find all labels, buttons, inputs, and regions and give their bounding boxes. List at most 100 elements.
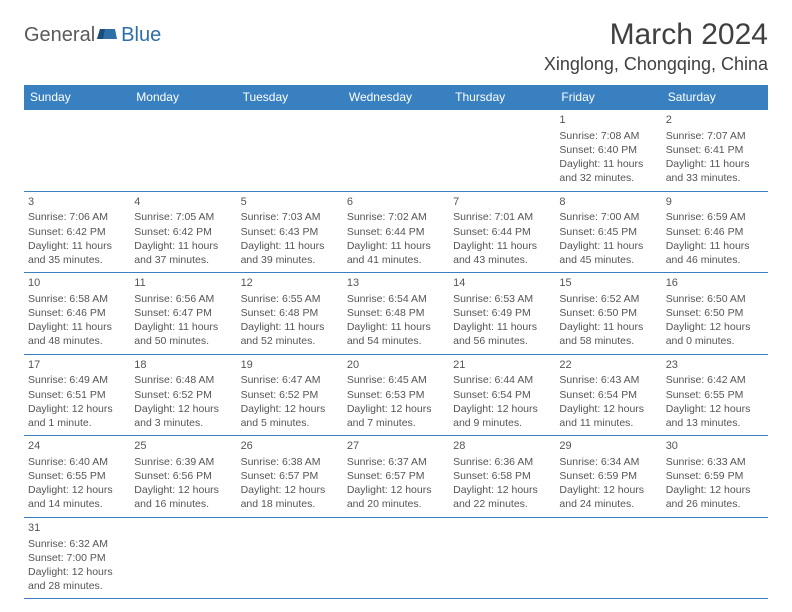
sunrise-line: Sunrise: 6:43 AM [559,373,657,387]
daylight-line: Daylight: 12 hours and 9 minutes. [453,402,551,430]
sunset-line: Sunset: 6:48 PM [241,306,339,320]
sunrise-line: Sunrise: 6:37 AM [347,455,445,469]
calendar-empty-cell [237,517,343,599]
sunrise-line: Sunrise: 6:34 AM [559,455,657,469]
day-number: 18 [134,358,232,373]
day-number: 28 [453,439,551,454]
day-number: 13 [347,276,445,291]
daylight-line: Daylight: 12 hours and 5 minutes. [241,402,339,430]
sunset-line: Sunset: 6:48 PM [347,306,445,320]
sunset-line: Sunset: 6:50 PM [559,306,657,320]
daylight-line: Daylight: 11 hours and 37 minutes. [134,239,232,267]
calendar-table: SundayMondayTuesdayWednesdayThursdayFrid… [24,85,768,599]
weekday-header: Monday [130,85,236,110]
calendar-day-cell: 29Sunrise: 6:34 AMSunset: 6:59 PMDayligh… [555,436,661,518]
day-number: 10 [28,276,126,291]
sunrise-line: Sunrise: 6:45 AM [347,373,445,387]
calendar-empty-cell [130,517,236,599]
day-number: 21 [453,358,551,373]
calendar-day-cell: 14Sunrise: 6:53 AMSunset: 6:49 PMDayligh… [449,273,555,355]
calendar-week-row: 31Sunrise: 6:32 AMSunset: 7:00 PMDayligh… [24,517,768,599]
location: Xinglong, Chongqing, China [544,54,768,75]
sunrise-line: Sunrise: 6:38 AM [241,455,339,469]
calendar-day-cell: 27Sunrise: 6:37 AMSunset: 6:57 PMDayligh… [343,436,449,518]
calendar-week-row: 1Sunrise: 7:08 AMSunset: 6:40 PMDaylight… [24,110,768,192]
daylight-line: Daylight: 12 hours and 16 minutes. [134,483,232,511]
day-number: 27 [347,439,445,454]
calendar-day-cell: 6Sunrise: 7:02 AMSunset: 6:44 PMDaylight… [343,191,449,273]
sunset-line: Sunset: 6:56 PM [134,469,232,483]
sunrise-line: Sunrise: 6:59 AM [666,210,764,224]
calendar-day-cell: 5Sunrise: 7:03 AMSunset: 6:43 PMDaylight… [237,191,343,273]
calendar-day-cell: 16Sunrise: 6:50 AMSunset: 6:50 PMDayligh… [662,273,768,355]
sunset-line: Sunset: 6:54 PM [453,388,551,402]
sunrise-line: Sunrise: 6:48 AM [134,373,232,387]
daylight-line: Daylight: 12 hours and 20 minutes. [347,483,445,511]
sunset-line: Sunset: 7:00 PM [28,551,126,565]
daylight-line: Daylight: 12 hours and 1 minute. [28,402,126,430]
calendar-empty-cell [662,517,768,599]
daylight-line: Daylight: 11 hours and 33 minutes. [666,157,764,185]
calendar-empty-cell [449,110,555,192]
day-number: 5 [241,195,339,210]
calendar-day-cell: 19Sunrise: 6:47 AMSunset: 6:52 PMDayligh… [237,354,343,436]
calendar-day-cell: 25Sunrise: 6:39 AMSunset: 6:56 PMDayligh… [130,436,236,518]
sunset-line: Sunset: 6:41 PM [666,143,764,157]
calendar-day-cell: 8Sunrise: 7:00 AMSunset: 6:45 PMDaylight… [555,191,661,273]
sunset-line: Sunset: 6:44 PM [347,225,445,239]
calendar-day-cell: 17Sunrise: 6:49 AMSunset: 6:51 PMDayligh… [24,354,130,436]
weekday-header: Tuesday [237,85,343,110]
calendar-day-cell: 24Sunrise: 6:40 AMSunset: 6:55 PMDayligh… [24,436,130,518]
day-number: 30 [666,439,764,454]
sunrise-line: Sunrise: 6:49 AM [28,373,126,387]
day-number: 8 [559,195,657,210]
header: General Blue March 2024 Xinglong, Chongq… [24,18,768,75]
calendar-day-cell: 4Sunrise: 7:05 AMSunset: 6:42 PMDaylight… [130,191,236,273]
calendar-empty-cell [343,517,449,599]
daylight-line: Daylight: 12 hours and 22 minutes. [453,483,551,511]
calendar-day-cell: 11Sunrise: 6:56 AMSunset: 6:47 PMDayligh… [130,273,236,355]
daylight-line: Daylight: 12 hours and 26 minutes. [666,483,764,511]
daylight-line: Daylight: 11 hours and 32 minutes. [559,157,657,185]
calendar-week-row: 3Sunrise: 7:06 AMSunset: 6:42 PMDaylight… [24,191,768,273]
day-number: 19 [241,358,339,373]
logo: General Blue [24,18,161,47]
sunrise-line: Sunrise: 6:52 AM [559,292,657,306]
sunset-line: Sunset: 6:42 PM [134,225,232,239]
sunset-line: Sunset: 6:47 PM [134,306,232,320]
day-number: 2 [666,113,764,128]
calendar-empty-cell [343,110,449,192]
daylight-line: Daylight: 11 hours and 43 minutes. [453,239,551,267]
sunrise-line: Sunrise: 6:33 AM [666,455,764,469]
sunrise-line: Sunrise: 6:40 AM [28,455,126,469]
daylight-line: Daylight: 11 hours and 56 minutes. [453,320,551,348]
sunset-line: Sunset: 6:55 PM [666,388,764,402]
calendar-day-cell: 15Sunrise: 6:52 AMSunset: 6:50 PMDayligh… [555,273,661,355]
day-number: 12 [241,276,339,291]
calendar-day-cell: 13Sunrise: 6:54 AMSunset: 6:48 PMDayligh… [343,273,449,355]
calendar-day-cell: 26Sunrise: 6:38 AMSunset: 6:57 PMDayligh… [237,436,343,518]
calendar-day-cell: 28Sunrise: 6:36 AMSunset: 6:58 PMDayligh… [449,436,555,518]
sunset-line: Sunset: 6:46 PM [666,225,764,239]
flag-icon [97,25,117,41]
calendar-day-cell: 7Sunrise: 7:01 AMSunset: 6:44 PMDaylight… [449,191,555,273]
sunset-line: Sunset: 6:54 PM [559,388,657,402]
day-number: 22 [559,358,657,373]
sunset-line: Sunset: 6:57 PM [347,469,445,483]
daylight-line: Daylight: 11 hours and 54 minutes. [347,320,445,348]
weekday-header: Thursday [449,85,555,110]
calendar-day-cell: 3Sunrise: 7:06 AMSunset: 6:42 PMDaylight… [24,191,130,273]
sunrise-line: Sunrise: 6:42 AM [666,373,764,387]
daylight-line: Daylight: 11 hours and 41 minutes. [347,239,445,267]
calendar-day-cell: 9Sunrise: 6:59 AMSunset: 6:46 PMDaylight… [662,191,768,273]
daylight-line: Daylight: 12 hours and 28 minutes. [28,565,126,593]
calendar-week-row: 24Sunrise: 6:40 AMSunset: 6:55 PMDayligh… [24,436,768,518]
daylight-line: Daylight: 12 hours and 18 minutes. [241,483,339,511]
daylight-line: Daylight: 12 hours and 24 minutes. [559,483,657,511]
calendar-day-cell: 30Sunrise: 6:33 AMSunset: 6:59 PMDayligh… [662,436,768,518]
daylight-line: Daylight: 12 hours and 14 minutes. [28,483,126,511]
weekday-header: Friday [555,85,661,110]
sunset-line: Sunset: 6:49 PM [453,306,551,320]
sunset-line: Sunset: 6:51 PM [28,388,126,402]
daylight-line: Daylight: 11 hours and 52 minutes. [241,320,339,348]
